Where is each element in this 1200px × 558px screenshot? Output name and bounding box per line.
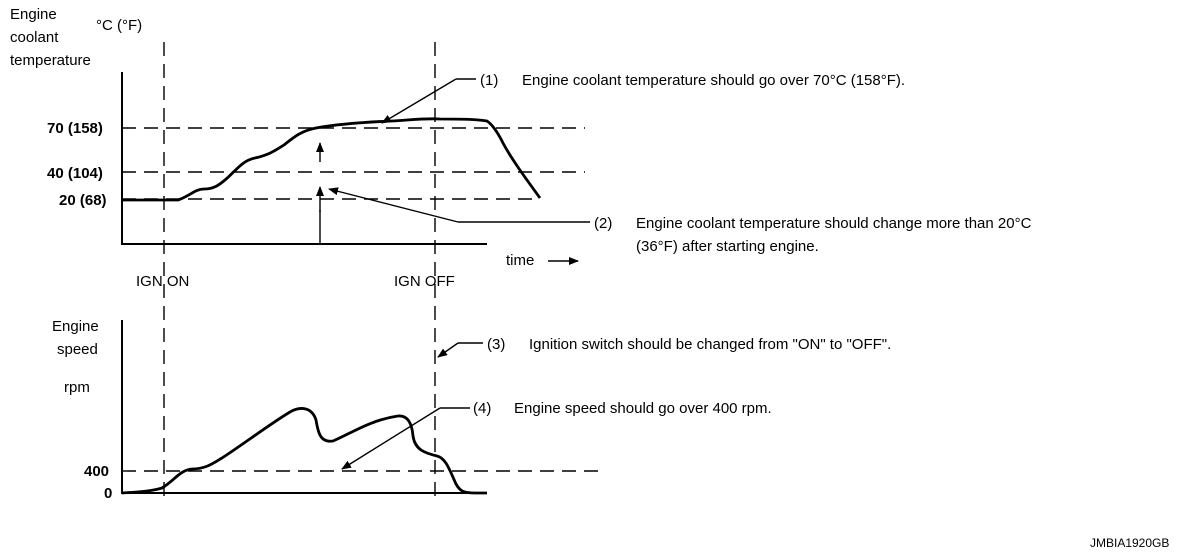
- bottom-y-label-line-2: speed: [57, 341, 98, 358]
- top-y-unit: °C (°F): [96, 17, 142, 34]
- callout-4-arrow: [341, 407, 441, 470]
- callout-4: (4) Engine speed should go over 400 rpm.: [341, 400, 772, 470]
- ignition-markers: IGN ON IGN OFF: [136, 42, 455, 500]
- callout-3-id: (3): [487, 336, 505, 353]
- figure-code: JMBIA1920GB: [1090, 536, 1169, 550]
- callout-2-arrow: [328, 187, 459, 223]
- callout-1: (1) Engine coolant temperature should go…: [381, 72, 905, 124]
- bottom-y-unit: rpm: [64, 379, 90, 396]
- ign-on-label: IGN ON: [136, 273, 189, 290]
- callout-1-arrow: [381, 78, 457, 124]
- bottom-y-label-line-1: Engine: [52, 318, 99, 335]
- callout-2-text-line-2: (36°F) after starting engine.: [636, 238, 819, 255]
- coolant-temperature-curve: [122, 117, 542, 202]
- tick-40c: 40 (104): [47, 165, 103, 182]
- callout-3-arrow: [437, 342, 459, 358]
- callout-4-text: Engine speed should go over 400 rpm.: [514, 400, 772, 417]
- tick-70c: 70 (158): [47, 120, 103, 137]
- ign-off-label: IGN OFF: [394, 273, 455, 290]
- engine-speed-chart: Engine speed rpm 400 0: [52, 318, 605, 502]
- top-y-label-line-1: Engine: [10, 6, 57, 23]
- callout-3-text: Ignition switch should be changed from "…: [529, 336, 891, 353]
- callout-4-id: (4): [473, 400, 491, 417]
- callout-1-id: (1): [480, 72, 498, 89]
- top-y-label-line-3: temperature: [10, 52, 91, 69]
- callout-2-text-line-1: Engine coolant temperature should change…: [636, 215, 1032, 232]
- callout-2: (2) Engine coolant temperature should ch…: [328, 187, 1032, 255]
- engine-speed-curve: [121, 407, 487, 495]
- callout-3: (3) Ignition switch should be changed fr…: [437, 336, 891, 358]
- tick-0-rpm: 0: [104, 485, 112, 502]
- callout-1-text: Engine coolant temperature should go ove…: [522, 72, 905, 89]
- coolant-temperature-chart: Engine coolant temperature °C (°F) 70 (1…: [10, 6, 585, 269]
- tick-20c: 20 (68): [59, 192, 107, 209]
- top-x-label: time: [506, 252, 534, 269]
- callout-2-id: (2): [594, 215, 612, 232]
- tick-400-rpm: 400: [84, 463, 109, 480]
- top-y-label-line-2: coolant: [10, 29, 59, 46]
